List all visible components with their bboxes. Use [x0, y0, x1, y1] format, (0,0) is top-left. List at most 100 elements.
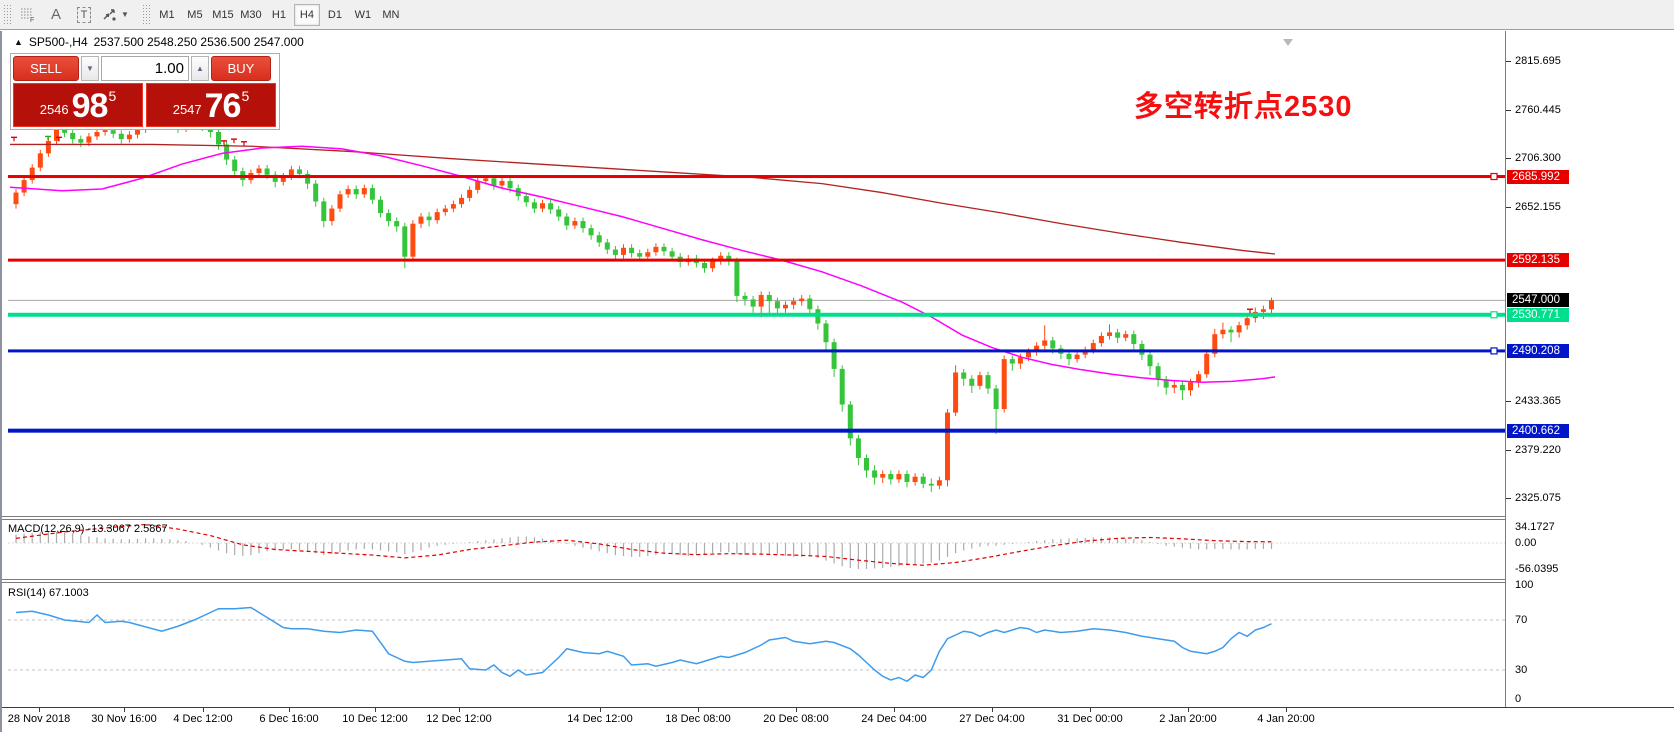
candle-body	[297, 169, 302, 174]
axis-tick	[1506, 401, 1511, 402]
candle-body	[272, 174, 278, 182]
timeframe-button-m5[interactable]: M5	[187, 8, 203, 21]
main-chart-canvas[interactable]	[8, 33, 1505, 517]
candle	[548, 199, 554, 214]
candle-body	[523, 196, 529, 203]
price-level-badge[interactable]: 2490.208	[1507, 343, 1569, 358]
candle-body	[531, 202, 537, 209]
symbol-period-label: SP500-,H4	[28, 35, 88, 49]
ohlc-readout: 2537.500 2548.250 2536.500 2547.000	[93, 35, 304, 49]
candle	[1034, 342, 1040, 356]
candle	[272, 171, 278, 188]
rsi-line	[15, 606, 1272, 683]
timeframe-button-mn[interactable]: MN	[382, 8, 400, 21]
timeframe-button-m1[interactable]: M1	[159, 8, 175, 21]
candle-body	[280, 176, 286, 182]
toolbar: F A T ▼ M1 M5 M15 M30 H1 H4 D1 W1 MN	[0, 0, 1674, 30]
candle	[912, 473, 918, 486]
candle	[531, 198, 537, 214]
grid-f-icon[interactable]: F	[16, 3, 40, 27]
time-axis-tick	[1188, 708, 1189, 712]
price-level-badge[interactable]: 2592.135	[1507, 253, 1569, 268]
pane-separator[interactable]	[2, 516, 1674, 520]
toolbar-grip-icon[interactable]	[3, 3, 11, 26]
candle-body	[993, 388, 999, 409]
buy-quote[interactable]: 2547 76 5	[146, 83, 276, 127]
timeframe-button-m30[interactable]: M30	[240, 8, 262, 21]
candle	[839, 365, 845, 412]
text-t-icon[interactable]: T	[72, 3, 96, 27]
candle	[880, 470, 886, 483]
level-line	[8, 349, 1505, 353]
candle	[1082, 346, 1088, 359]
candle	[1074, 351, 1080, 363]
volume-input[interactable]	[101, 56, 189, 81]
timeframe-button-m15[interactable]: M15	[212, 8, 234, 21]
candle	[1260, 305, 1266, 320]
candle	[442, 205, 448, 216]
line-anchor-handle	[1490, 172, 1498, 181]
candle	[394, 217, 400, 232]
candle	[969, 375, 975, 393]
candle-body	[839, 368, 845, 405]
candle	[1115, 328, 1121, 344]
price-level-badge[interactable]: 2400.662	[1507, 423, 1569, 438]
arrows-tool-icon[interactable]: ▼	[100, 3, 130, 27]
candle-body	[872, 470, 878, 478]
buy-button[interactable]: BUY	[211, 56, 271, 81]
volume-increase-button[interactable]: ▲	[191, 56, 209, 81]
collapse-panel-icon[interactable]: ▲	[14, 37, 23, 47]
candle	[936, 476, 942, 490]
price-level-badge[interactable]: 2685.992	[1507, 169, 1569, 184]
candle	[475, 177, 481, 194]
candle	[556, 205, 562, 222]
candle-body	[353, 188, 359, 195]
timeframe-button-h4[interactable]: H4	[293, 3, 320, 26]
candle	[985, 371, 991, 394]
candle	[280, 172, 286, 186]
candle	[823, 319, 829, 352]
candle	[13, 188, 19, 209]
candle	[1269, 297, 1274, 315]
candle-body	[1139, 343, 1145, 355]
timeframe-button-w1[interactable]: W1	[354, 8, 372, 21]
price-axis[interactable]: 2815.695 2760.445 2706.300 2652.155 2433.365…	[1505, 31, 1674, 725]
candle-body	[1090, 343, 1096, 351]
candle-body	[556, 209, 562, 217]
chart-annotation[interactable]: 多空转折点2530	[1134, 91, 1353, 123]
candle	[94, 128, 100, 141]
label-a-icon[interactable]: A	[50, 6, 61, 23]
candle-body	[548, 203, 554, 210]
rsi-canvas[interactable]	[8, 583, 1505, 707]
time-axis-label: 20 Dec 08:00	[763, 713, 829, 725]
candle-body	[1026, 351, 1031, 358]
axis-tick-label: 2433.365	[1515, 395, 1561, 407]
trade-marker	[45, 135, 51, 141]
candle-body	[62, 128, 68, 133]
candle-body	[442, 208, 448, 213]
sell-button[interactable]: SELL	[13, 56, 79, 81]
candle-body	[378, 199, 383, 214]
candle	[872, 465, 878, 485]
candle-body	[361, 188, 367, 195]
candle	[1147, 351, 1153, 376]
candle	[831, 338, 837, 377]
trade-marker	[231, 138, 237, 144]
macd-canvas[interactable]	[8, 520, 1505, 583]
level-line	[8, 428, 1505, 433]
time-axis[interactable]: 28 Nov 2018 30 Nov 16:00 4 Dec 12:00 6 Dec …	[2, 707, 1674, 732]
candle	[1009, 355, 1015, 371]
candle	[920, 473, 926, 489]
candle-body	[426, 216, 432, 221]
price-level-badge[interactable]: 2530.771	[1507, 307, 1569, 322]
volume-decrease-button[interactable]: ▼	[81, 56, 99, 81]
toolbar-grip-icon[interactable]	[141, 3, 150, 26]
timeframe-button-d1[interactable]: D1	[327, 8, 342, 21]
candle	[977, 371, 983, 390]
candle-body	[288, 169, 294, 177]
pane-separator[interactable]	[2, 579, 1674, 583]
time-axis-label: 6 Dec 16:00	[259, 713, 319, 725]
candle	[718, 252, 724, 265]
sell-quote[interactable]: 2546 98 5	[13, 83, 143, 127]
timeframe-button-h1[interactable]: H1	[271, 8, 286, 21]
